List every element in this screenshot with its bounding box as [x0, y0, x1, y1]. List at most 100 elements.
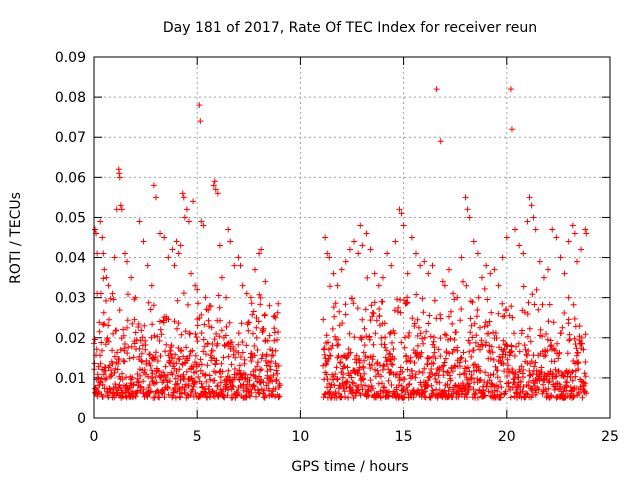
x-tick-label: 10 — [291, 429, 309, 445]
data-point — [561, 270, 568, 277]
data-point — [466, 214, 473, 221]
data-point — [200, 222, 207, 229]
data-point — [367, 246, 374, 253]
data-point — [128, 274, 135, 281]
y-axis: 0 0.01 0.02 0.03 0.04 0.05 0.06 0.07 0.08 0.09 — [55, 50, 610, 427]
data-point — [404, 270, 411, 277]
data-point — [549, 226, 556, 233]
data-point — [94, 250, 101, 257]
data-point — [150, 182, 157, 189]
data-point — [183, 206, 190, 213]
data-point — [181, 214, 188, 221]
y-tick-label: 0.03 — [55, 291, 86, 307]
data-point — [177, 242, 184, 249]
data-point — [266, 302, 273, 309]
data-point — [384, 250, 391, 257]
data-point — [140, 238, 147, 245]
data-point — [499, 254, 506, 261]
data-point — [231, 262, 238, 269]
data-point — [109, 290, 116, 297]
y-axis-label: ROTI / TECUs — [8, 192, 24, 284]
data-point — [330, 270, 337, 277]
data-point — [225, 226, 232, 233]
data-point — [491, 266, 498, 273]
data-point — [464, 206, 471, 213]
data-point — [101, 266, 108, 273]
x-tick-label: 0 — [90, 429, 99, 445]
data-point — [487, 270, 494, 277]
y-tick-label: 0.08 — [55, 90, 86, 106]
data-point — [437, 138, 444, 145]
data-point — [121, 250, 128, 257]
data-point — [161, 234, 168, 241]
data-point — [251, 266, 258, 273]
data-point — [357, 222, 364, 229]
data-point — [578, 246, 585, 253]
y-tick-label: 0.04 — [55, 251, 86, 267]
data-point — [100, 250, 107, 257]
data-point — [218, 274, 225, 281]
data-point — [188, 270, 195, 277]
data-point — [148, 282, 155, 289]
data-point — [210, 182, 217, 189]
data-point — [433, 86, 440, 93]
y-tick-label: 0.05 — [55, 210, 86, 226]
data-point — [582, 226, 589, 233]
data-point — [190, 198, 197, 205]
data-point — [117, 202, 124, 209]
data-point — [532, 226, 539, 233]
data-point — [97, 218, 104, 225]
data-point — [175, 250, 182, 257]
data-point — [412, 250, 419, 257]
data-point — [132, 294, 139, 301]
data-point — [342, 258, 349, 265]
data-point — [216, 242, 223, 249]
data-point — [256, 250, 263, 257]
data-point — [396, 206, 403, 213]
data-point — [324, 250, 331, 257]
plot-frame — [93, 56, 611, 419]
data-point — [520, 250, 527, 257]
data-point — [227, 238, 234, 245]
data-point — [524, 218, 531, 225]
data-point — [346, 246, 353, 253]
data-point — [152, 194, 159, 201]
y-tick-label: 0.09 — [55, 50, 86, 66]
data-point — [540, 274, 547, 281]
data-point — [157, 230, 164, 237]
data-point — [113, 206, 120, 213]
data-point — [206, 302, 213, 309]
data-point — [116, 174, 123, 181]
data-point — [429, 262, 436, 269]
data-point — [371, 270, 378, 277]
data-point — [569, 222, 576, 229]
data-point — [192, 282, 199, 289]
data-point — [583, 230, 590, 237]
data-point — [169, 246, 176, 253]
data-points — [92, 86, 590, 321]
y-tick-label: 0.07 — [55, 130, 86, 146]
data-point — [507, 86, 514, 93]
data-point — [388, 262, 395, 269]
data-point — [171, 262, 178, 269]
data-point — [258, 246, 265, 253]
data-point — [118, 206, 125, 213]
data-point — [235, 254, 242, 261]
data-point — [526, 194, 533, 201]
data-point — [508, 126, 515, 133]
data-point — [375, 282, 382, 289]
data-point — [458, 254, 465, 261]
data-point — [262, 278, 269, 285]
chart-title: Day 181 of 2017, Rate Of TEC Index for r… — [163, 20, 537, 36]
data-point — [425, 270, 432, 277]
data-point — [557, 254, 564, 261]
data-point — [408, 234, 415, 241]
data-point — [243, 290, 250, 297]
data-point — [454, 294, 461, 301]
data-point — [483, 262, 490, 269]
data-point — [439, 278, 446, 285]
data-point — [99, 234, 106, 241]
data-point — [474, 250, 481, 257]
data-point — [237, 262, 244, 269]
data-point — [92, 226, 99, 233]
